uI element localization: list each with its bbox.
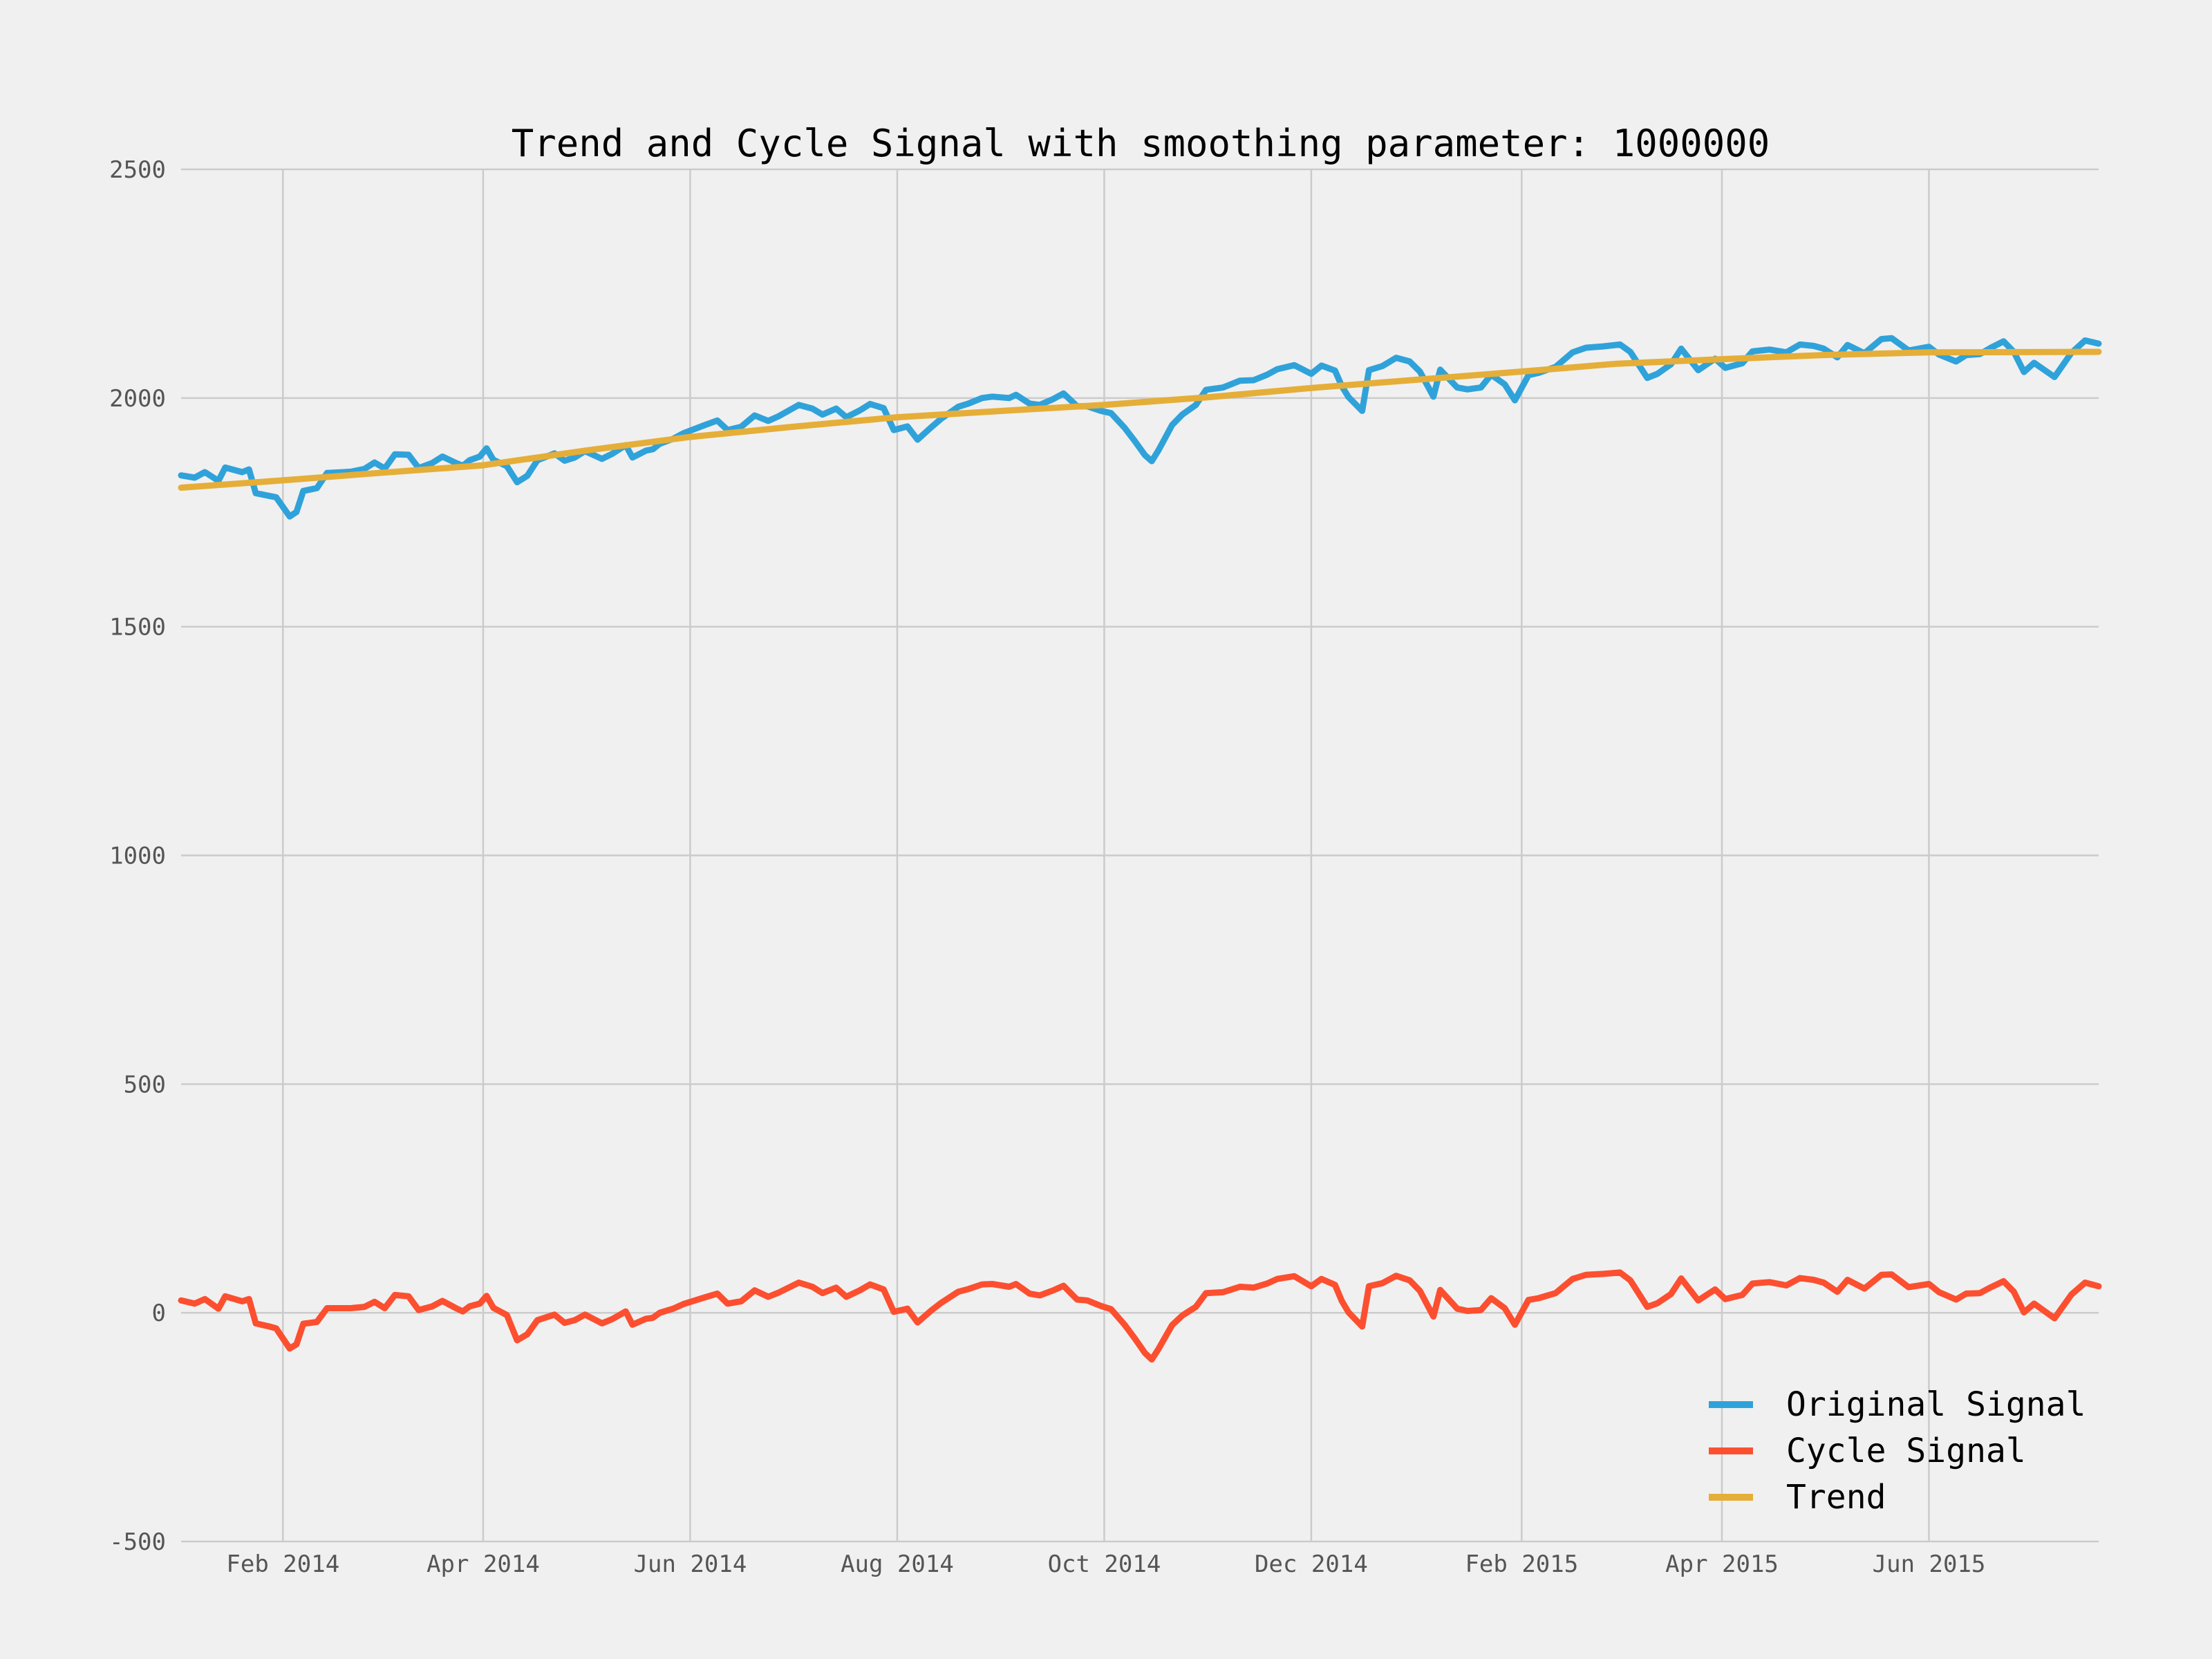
y-tick-label: 2000 xyxy=(109,385,166,413)
series-line-cycle-signal xyxy=(178,1269,2102,1363)
series-line-trend xyxy=(178,348,2102,491)
y-tick-label: 1500 xyxy=(109,614,166,641)
y-tick-label: 2500 xyxy=(109,156,166,184)
y-tick-label: -500 xyxy=(109,1528,166,1556)
x-tick-label: Dec 2014 xyxy=(1255,1550,1368,1578)
x-tick-label: Apr 2014 xyxy=(427,1550,540,1578)
y-tick-label: 0 xyxy=(152,1300,166,1327)
y-tick-label: 500 xyxy=(124,1071,166,1098)
x-axis: Feb 2014 Apr 2014 Jun 2014 Aug 2014 Oct 2014… xyxy=(226,1550,1985,1578)
legend-label-trend: Trend xyxy=(1786,1478,1886,1517)
chart-title: Trend and Cycle Signal with smoothing pa… xyxy=(512,122,1770,165)
y-tick-label: 1000 xyxy=(109,843,166,870)
x-tick-label: Feb 2015 xyxy=(1465,1550,1578,1578)
x-tick-label: Aug 2014 xyxy=(841,1550,954,1578)
legend: Original Signal Cycle Signal Trend xyxy=(1709,1385,2086,1517)
x-tick-label: Jun 2015 xyxy=(1873,1550,1986,1578)
plot-series xyxy=(178,335,2102,1363)
x-tick-label: Apr 2015 xyxy=(1665,1550,1779,1578)
legend-label-original-signal: Original Signal xyxy=(1786,1385,2086,1424)
x-tick-label: Oct 2014 xyxy=(1048,1550,1161,1578)
legend-label-cycle-signal: Cycle Signal xyxy=(1786,1432,2026,1470)
y-axis: -500 0 500 1000 1500 2000 2500 xyxy=(109,156,166,1556)
x-tick-label: Feb 2014 xyxy=(226,1550,339,1578)
x-tick-label: Jun 2014 xyxy=(634,1550,747,1578)
